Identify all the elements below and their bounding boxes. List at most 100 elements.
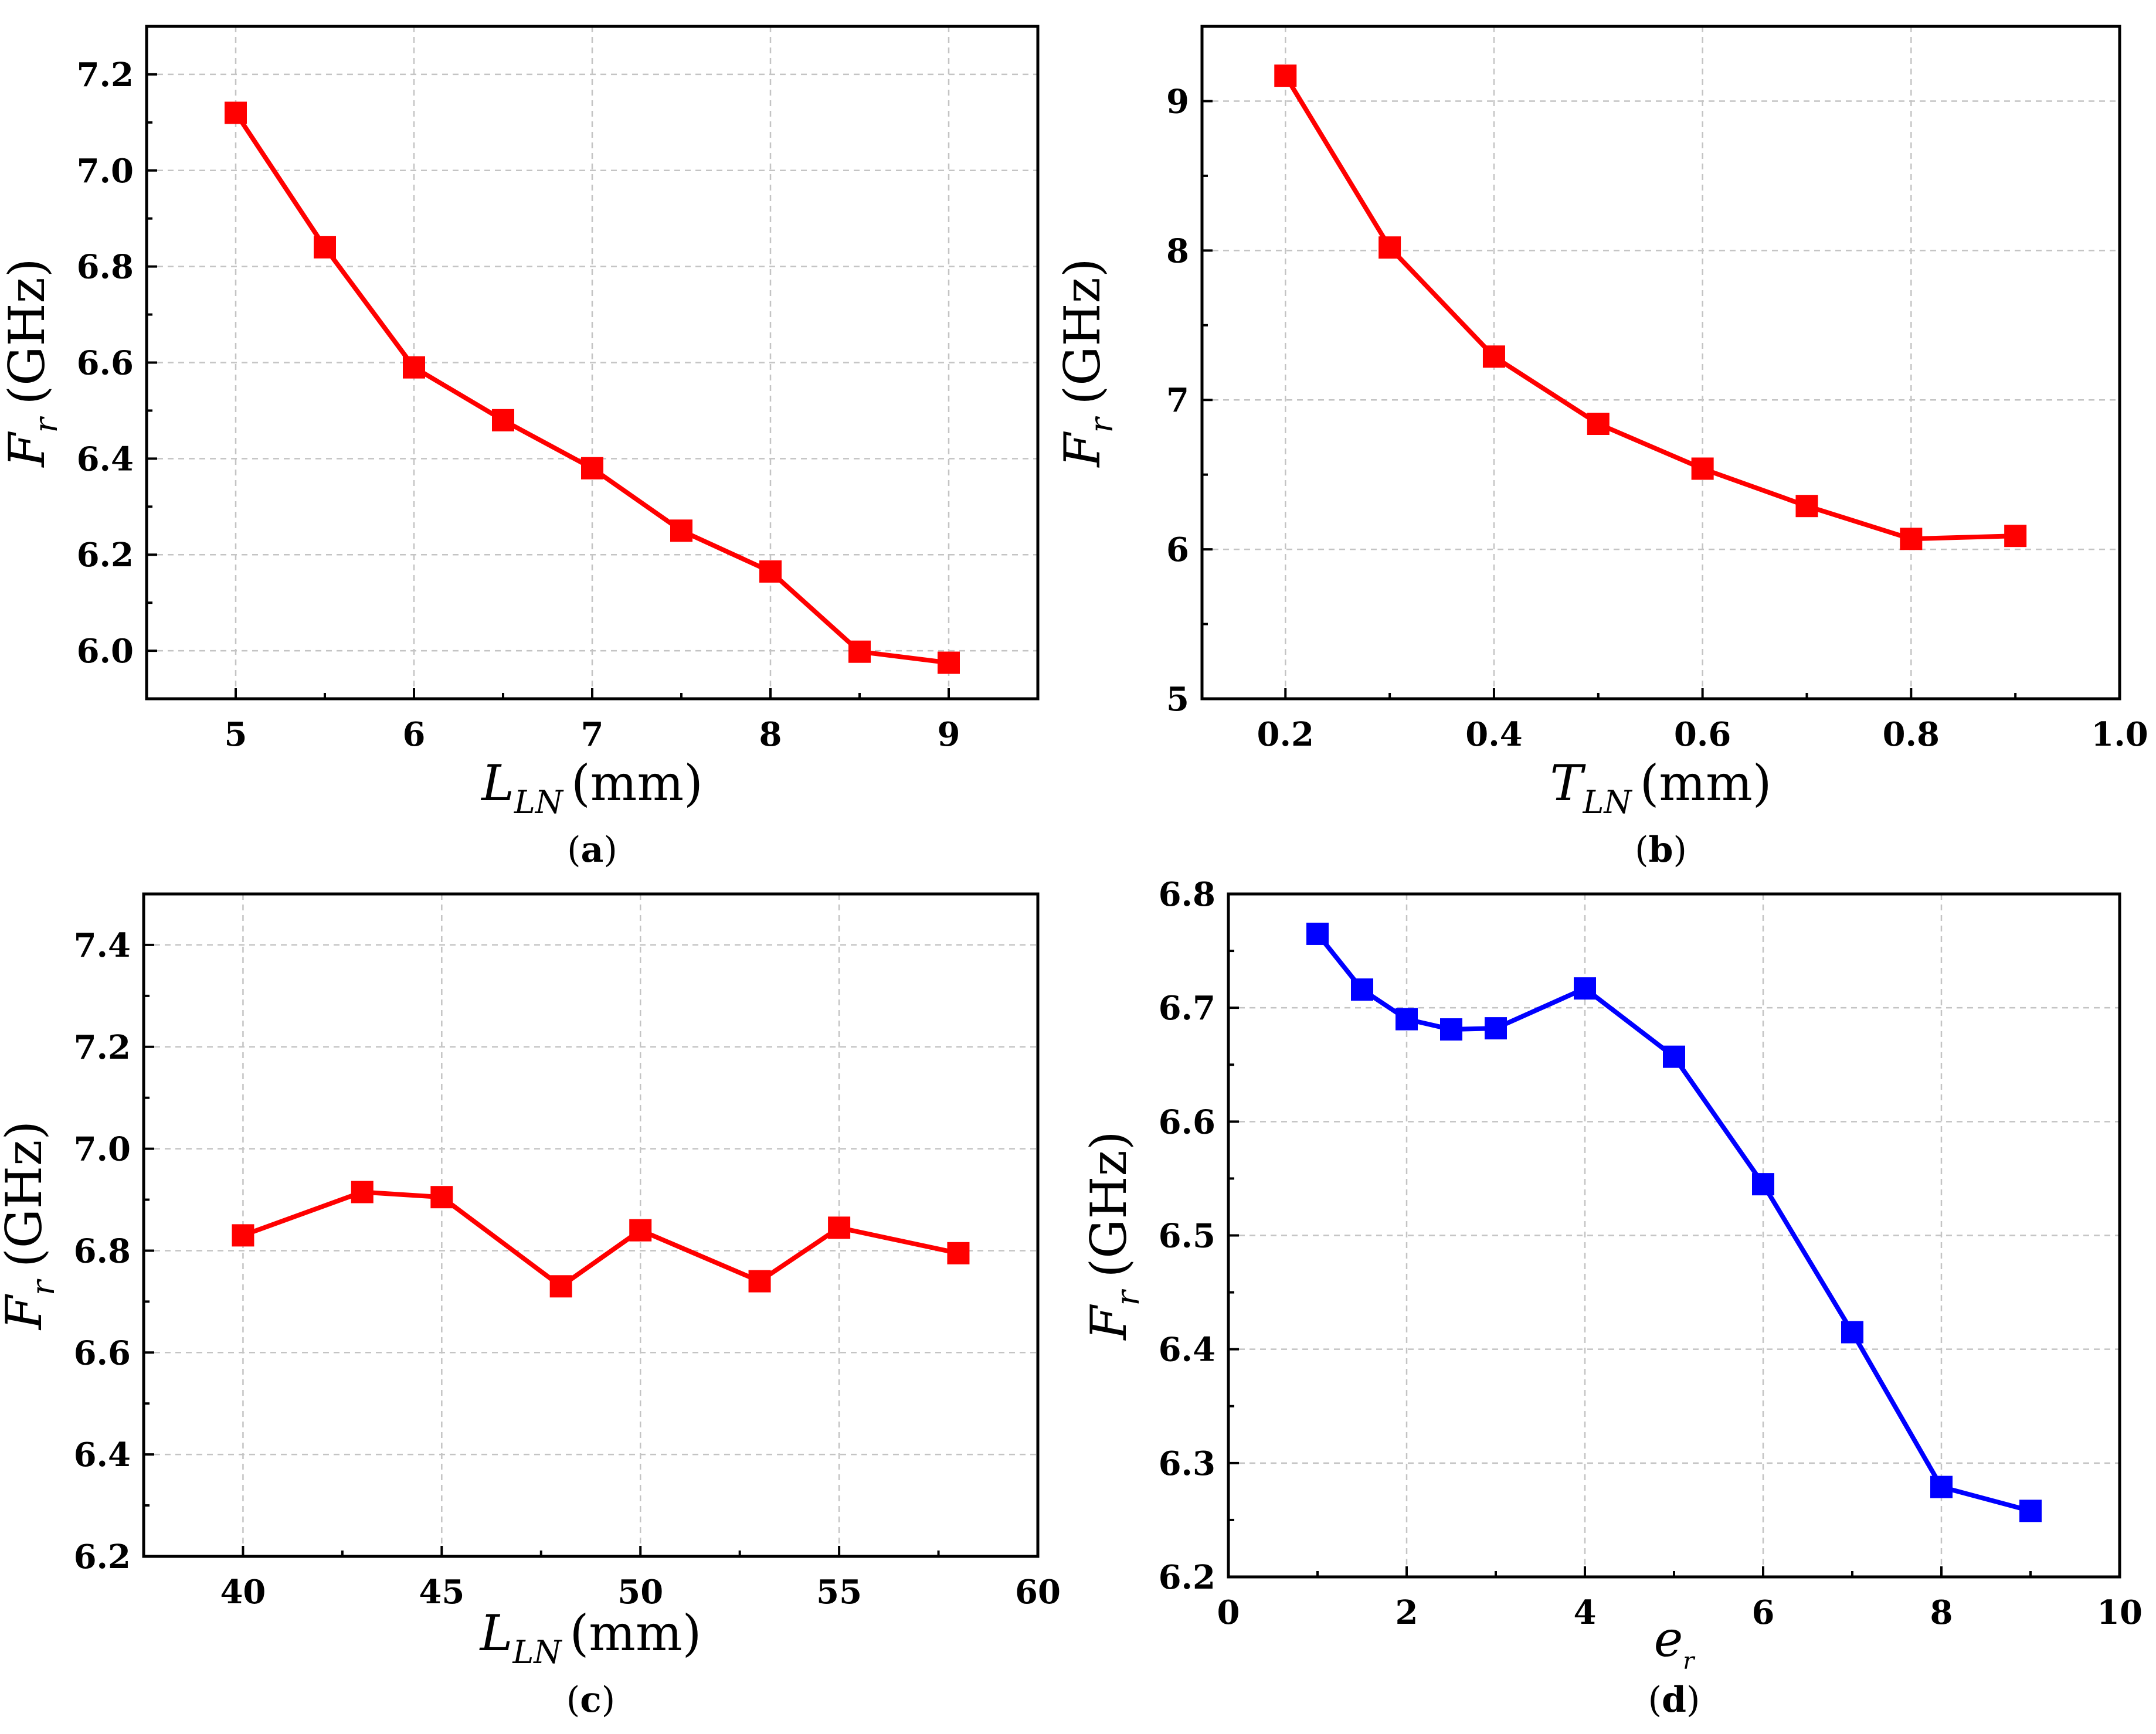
- x-tick-label: 0.6: [1674, 715, 1731, 754]
- y-tick-label: 6.2: [74, 1538, 131, 1576]
- plot-frame: [142, 892, 1040, 1558]
- x-axis-var: e: [1654, 1610, 1683, 1668]
- y-tick-label: 7.4: [74, 926, 131, 965]
- x-tick-label: 5: [225, 715, 247, 754]
- x-axis-title: er: [1654, 1610, 1696, 1675]
- data-point-marker: [314, 236, 336, 259]
- y-axis-title: Fr (GHz): [0, 1121, 62, 1331]
- x-tick-label: 0: [1217, 1593, 1240, 1632]
- y-axis-title: Fr (GHz): [0, 258, 64, 468]
- y-tick-label: 6: [1166, 531, 1189, 569]
- y-axis-subscript: r: [25, 1279, 62, 1296]
- y-tick-label: 6.6: [1159, 1103, 1215, 1141]
- panel-a: 5 6 7 8 9 6.0 6.2 6.4 6.6 6.8 7.0 7.2 LLN (mm) Fr (GHz)…: [0, 25, 1040, 871]
- data-point-marker: [1752, 1173, 1774, 1196]
- panel-label: (d): [1648, 1679, 1700, 1721]
- y-axis-var: F: [0, 431, 56, 468]
- data-point-marker: [351, 1181, 374, 1203]
- y-tick-label: 6.6: [77, 344, 134, 383]
- y-tick-label: 9: [1166, 82, 1189, 121]
- x-axis-title: TLN (mm): [1550, 754, 1772, 821]
- data-point-marker: [938, 651, 960, 674]
- y-axis-var: F: [0, 1294, 53, 1331]
- y-tick-label: 6.7: [1159, 989, 1215, 1028]
- y-tick-label: 6.2: [1159, 1558, 1215, 1597]
- data-point-marker: [1930, 1475, 1953, 1498]
- y-tick-label: 6.4: [74, 1436, 131, 1474]
- x-axis-title: LLN (mm): [480, 754, 703, 821]
- x-tick-label: 6: [1752, 1593, 1775, 1632]
- data-point-marker: [581, 457, 603, 480]
- x-tick-label: 6: [403, 715, 426, 754]
- data-point-marker: [1440, 1018, 1462, 1041]
- x-tick-label: 55: [816, 1573, 862, 1611]
- data-point-marker: [828, 1216, 851, 1239]
- x-tick-label: 2: [1396, 1593, 1418, 1632]
- y-tick-label: 6.8: [77, 248, 134, 287]
- data-point-marker: [748, 1270, 771, 1293]
- panel-b: 0.2 0.4 0.6 0.8 1.0 5 6 7 8 9 TLN (mm) Fr (GHz) (b): [1054, 25, 2148, 871]
- y-tick-label: 7.0: [74, 1130, 131, 1169]
- x-tick-label: 0.4: [1465, 715, 1522, 754]
- y-tick-label: 6.6: [74, 1334, 131, 1372]
- x-axis-unit: (mm): [571, 754, 703, 812]
- data-point-marker: [225, 101, 247, 124]
- data-point-marker: [232, 1224, 254, 1247]
- x-axis-subscript: LN: [514, 784, 564, 821]
- x-tick-label: 4: [1574, 1593, 1597, 1632]
- panel-label: (b): [1635, 829, 1687, 871]
- data-point-marker: [1306, 922, 1329, 945]
- y-tick-label: 8: [1166, 232, 1189, 270]
- data-point-marker: [549, 1275, 572, 1298]
- panel-label: (c): [566, 1679, 615, 1721]
- panel-c: 40 45 50 55 60 6.2 6.4 6.6 6.8 7.0 7.2 7.4 LLN (mm) Fr…: [0, 892, 1061, 1721]
- data-point-marker: [430, 1186, 453, 1209]
- plot-frame: [1200, 25, 2121, 701]
- y-tick-label: 6.3: [1159, 1444, 1215, 1483]
- x-axis-unit: (mm): [1640, 754, 1772, 812]
- data-point-marker: [2004, 525, 2027, 548]
- y-tick-label: 6.4: [1159, 1331, 1215, 1369]
- x-tick-label: 7: [581, 715, 604, 754]
- x-axis-unit: (mm): [570, 1604, 702, 1662]
- data-point-marker: [1900, 528, 1923, 550]
- panel-letter: c: [580, 1679, 602, 1721]
- series-line: [1283, 74, 2016, 542]
- y-axis-unit: (GHz): [0, 1121, 53, 1267]
- x-axis-title: LLN (mm): [479, 1604, 702, 1671]
- data-point-marker: [403, 356, 425, 379]
- x-tick-label: 8: [1930, 1593, 1953, 1632]
- panel-letter: d: [1662, 1679, 1686, 1721]
- x-tick-label: 0.8: [1883, 715, 1940, 754]
- x-axis-var: T: [1550, 754, 1587, 812]
- data-point-marker: [1691, 457, 1714, 480]
- y-axis-unit: (GHz): [0, 258, 56, 404]
- data-point-marker: [1841, 1321, 1863, 1344]
- panel-letter: a: [581, 829, 604, 871]
- data-point-marker: [629, 1219, 652, 1242]
- y-axis-subscript: r: [28, 416, 64, 433]
- x-tick-label: 50: [617, 1573, 663, 1611]
- series-line: [242, 1189, 959, 1289]
- x-axis-subscript: LN: [1583, 784, 1633, 821]
- data-point-marker: [670, 519, 692, 542]
- x-tick-label: 45: [419, 1573, 464, 1611]
- x-axis-var: L: [479, 1604, 513, 1662]
- y-tick-label: 7: [1166, 381, 1189, 420]
- data-point-marker: [1482, 345, 1505, 368]
- data-point-marker: [1795, 495, 1818, 518]
- series-line: [1315, 932, 2032, 1514]
- y-axis-var: F: [1054, 431, 1111, 468]
- y-tick-label: 6.0: [77, 632, 134, 671]
- panel-label: (a): [567, 829, 617, 871]
- x-tick-label: 10: [2097, 1593, 2143, 1632]
- y-tick-label: 7.2: [77, 56, 134, 94]
- y-tick-label: 6.8: [1159, 875, 1215, 914]
- x-tick-label: 40: [220, 1573, 266, 1611]
- x-axis-subscript: LN: [512, 1634, 562, 1671]
- y-tick-label: 6.8: [74, 1232, 131, 1270]
- x-tick-label: 1.0: [2091, 715, 2148, 754]
- data-point-marker: [947, 1242, 970, 1264]
- y-tick-label: 6.5: [1159, 1217, 1215, 1256]
